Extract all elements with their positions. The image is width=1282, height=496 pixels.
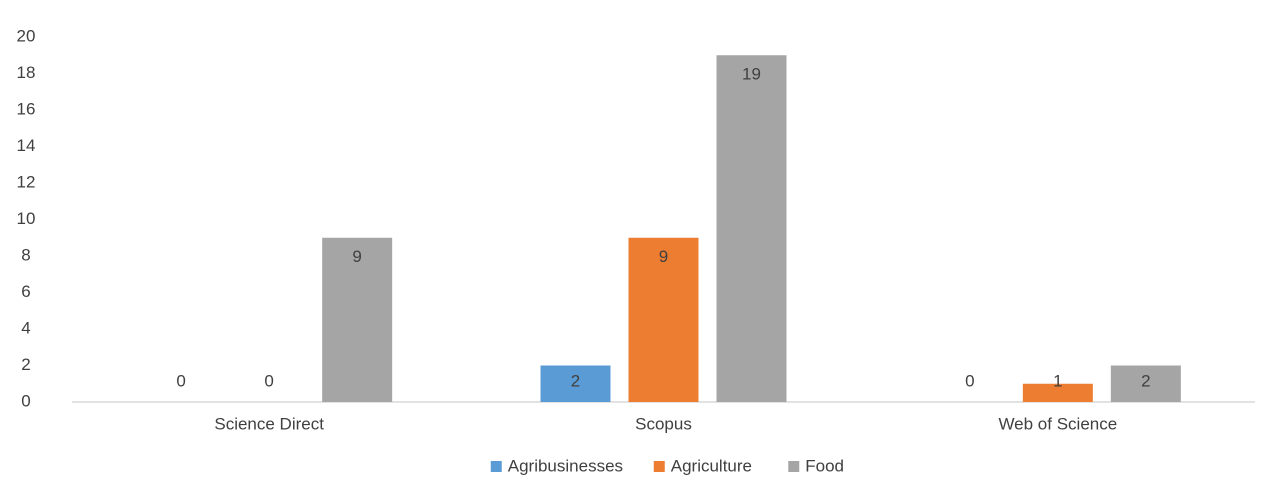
y-tick-label: 18	[17, 63, 36, 82]
bar	[322, 237, 393, 402]
legend-swatch	[653, 461, 665, 472]
x-tick-label: Web of Science	[998, 414, 1117, 433]
legend-label: Food	[805, 456, 844, 475]
bar	[716, 55, 787, 402]
y-tick-label: 10	[17, 209, 36, 228]
y-tick-label: 16	[17, 99, 36, 118]
y-tick-label: 14	[17, 136, 36, 155]
y-tick-label: 2	[21, 355, 30, 374]
bar	[628, 237, 699, 402]
x-tick-label: Scopus	[635, 414, 692, 433]
data-label: 2	[1141, 371, 1150, 390]
y-tick-label: 4	[21, 318, 30, 337]
data-label: 0	[176, 371, 185, 390]
y-tick-label: 12	[17, 172, 36, 191]
y-tick-label: 0	[21, 391, 30, 410]
data-label: 0	[264, 371, 273, 390]
x-tick-label: Science Direct	[214, 414, 324, 433]
bar	[540, 365, 611, 402]
y-tick-label: 20	[17, 26, 36, 45]
bar	[1022, 383, 1093, 402]
data-label: 9	[659, 247, 668, 266]
data-label: 0	[965, 371, 974, 390]
data-label: 19	[742, 65, 761, 84]
legend-swatch	[490, 461, 502, 472]
legend-label: Agriculture	[671, 456, 752, 475]
legend-label: Agribusinesses	[508, 456, 623, 475]
y-tick-label: 8	[21, 245, 30, 264]
data-label: 1	[1053, 371, 1062, 390]
y-tick-label: 6	[21, 282, 30, 301]
data-label: 9	[352, 247, 361, 266]
bar	[1110, 365, 1181, 402]
legend-swatch	[788, 461, 800, 472]
data-label: 2	[571, 371, 580, 390]
